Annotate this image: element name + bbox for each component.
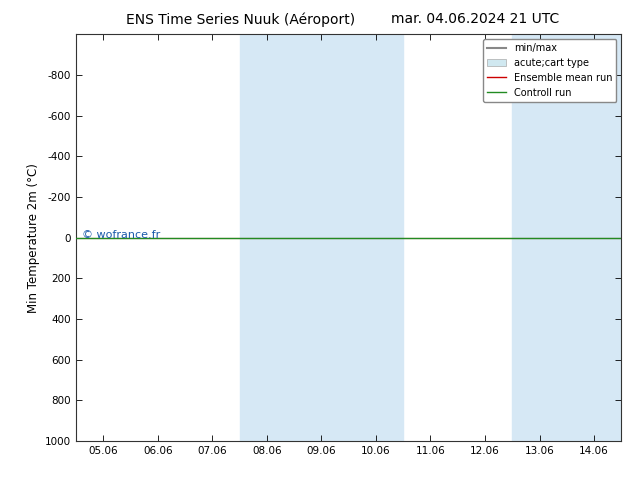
- Bar: [240, 34, 403, 441]
- Text: © wofrance.fr: © wofrance.fr: [82, 230, 160, 240]
- Text: ENS Time Series Nuuk (Aéroport): ENS Time Series Nuuk (Aéroport): [126, 12, 356, 27]
- Bar: [512, 34, 621, 441]
- Y-axis label: Min Temperature 2m (°C): Min Temperature 2m (°C): [27, 163, 39, 313]
- Legend: min/max, acute;cart type, Ensemble mean run, Controll run: min/max, acute;cart type, Ensemble mean …: [483, 39, 616, 101]
- Text: mar. 04.06.2024 21 UTC: mar. 04.06.2024 21 UTC: [391, 12, 560, 26]
